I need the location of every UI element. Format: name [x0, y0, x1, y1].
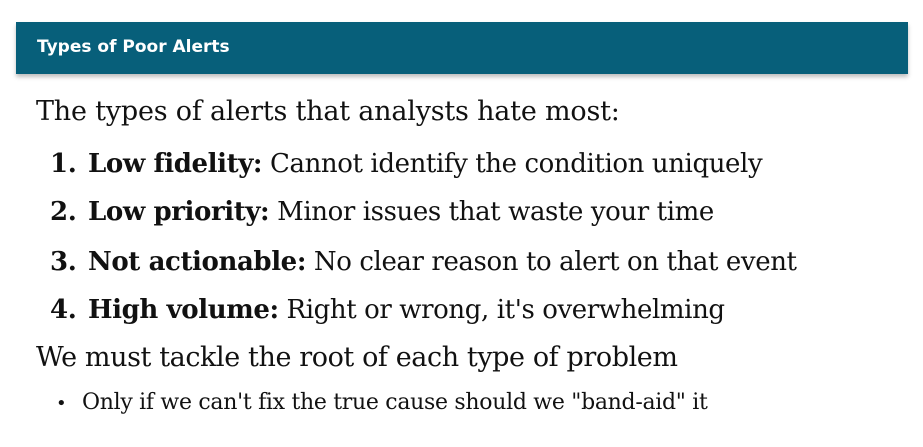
slide-title: Types of Poor Alerts	[37, 37, 230, 57]
sub-bullet: • Only if we can't fix the true cause sho…	[56, 388, 708, 419]
item-number: 3.	[50, 247, 77, 277]
list-item: 2. Low priority: Minor issues that waste …	[50, 194, 714, 230]
list-item: 1. Low fidelity: Cannot identify the cond…	[50, 146, 763, 182]
intro-text: The types of alerts that analysts hate m…	[36, 96, 620, 127]
item-number: 1.	[50, 149, 77, 179]
item-number: 2.	[50, 197, 77, 227]
closing-text: We must tackle the root of each type of …	[36, 342, 678, 373]
item-description: Right or wrong, it's overwhelming	[278, 295, 726, 325]
item-term: Low priority:	[88, 197, 270, 227]
item-description: Minor issues that waste your time	[269, 197, 714, 227]
item-number: 4.	[50, 295, 77, 325]
sub-bullet-text: Only if we can't fix the true cause shou…	[82, 390, 708, 415]
bullet-dot-icon: •	[56, 393, 67, 414]
item-term: Not actionable:	[88, 247, 307, 277]
item-term: High volume:	[88, 295, 279, 325]
list-item: 4. High volume: Right or wrong, it's over…	[50, 292, 725, 328]
item-description: No clear reason to alert on that event	[306, 247, 797, 277]
item-description: Cannot identify the condition uniquely	[262, 149, 763, 179]
list-item: 3. Not actionable: No clear reason to ale…	[50, 244, 797, 280]
title-bar: Types of Poor Alerts	[16, 22, 908, 74]
item-term: Low fidelity:	[88, 149, 263, 179]
